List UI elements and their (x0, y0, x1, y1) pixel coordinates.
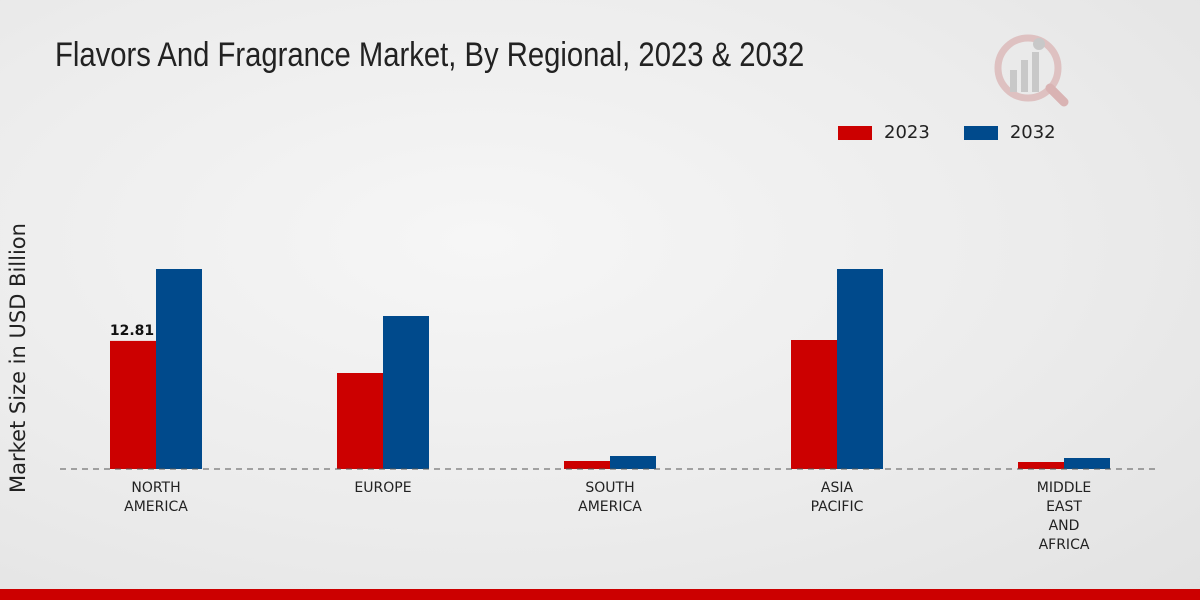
bar-2032-1[interactable] (383, 316, 429, 469)
x-tick-label-1: EUROPE (354, 480, 411, 496)
x-tick-label-4: AFRICA (1039, 537, 1090, 553)
bar-2032-4[interactable] (1064, 458, 1110, 469)
x-tick-label-0: NORTH (131, 480, 180, 496)
legend-label-2023: 2023 (884, 122, 930, 143)
legend-item-2023[interactable]: 2023 (838, 122, 930, 143)
x-tick-label-4: MIDDLE (1037, 480, 1091, 496)
brand-logo-icon (994, 34, 1069, 107)
bar-2032-2[interactable] (610, 456, 656, 469)
x-tick-label-2: AMERICA (578, 499, 642, 515)
bar-2023-3[interactable] (791, 340, 837, 469)
bar-2023-4[interactable] (1018, 462, 1064, 469)
bar-2023-2[interactable] (564, 461, 610, 469)
x-tick-label-3: ASIA (821, 480, 854, 496)
footer-accent-bar (0, 589, 1200, 600)
x-tick-label-3: PACIFIC (811, 499, 864, 515)
legend: 2023 2032 (838, 122, 1090, 143)
bar-2032-3[interactable] (837, 269, 883, 469)
bar-2023-0[interactable] (110, 340, 156, 469)
x-tick-label-4: AND (1049, 518, 1080, 534)
bar-2023-1[interactable] (337, 373, 383, 469)
legend-label-2032: 2032 (1009, 122, 1056, 143)
legend-swatch-2032 (963, 125, 998, 140)
x-tick-label-0: AMERICA (124, 499, 188, 515)
x-tick-label-2: SOUTH (585, 480, 634, 496)
chart-title: Flavors And Fragrance Market, By Regiona… (55, 36, 805, 74)
legend-swatch-2023 (838, 125, 872, 140)
bar-2032-0[interactable] (156, 269, 202, 469)
data-label: 12.81 (110, 323, 154, 339)
legend-item-2032[interactable]: 2032 (963, 122, 1056, 143)
x-tick-label-4: EAST (1046, 499, 1082, 515)
